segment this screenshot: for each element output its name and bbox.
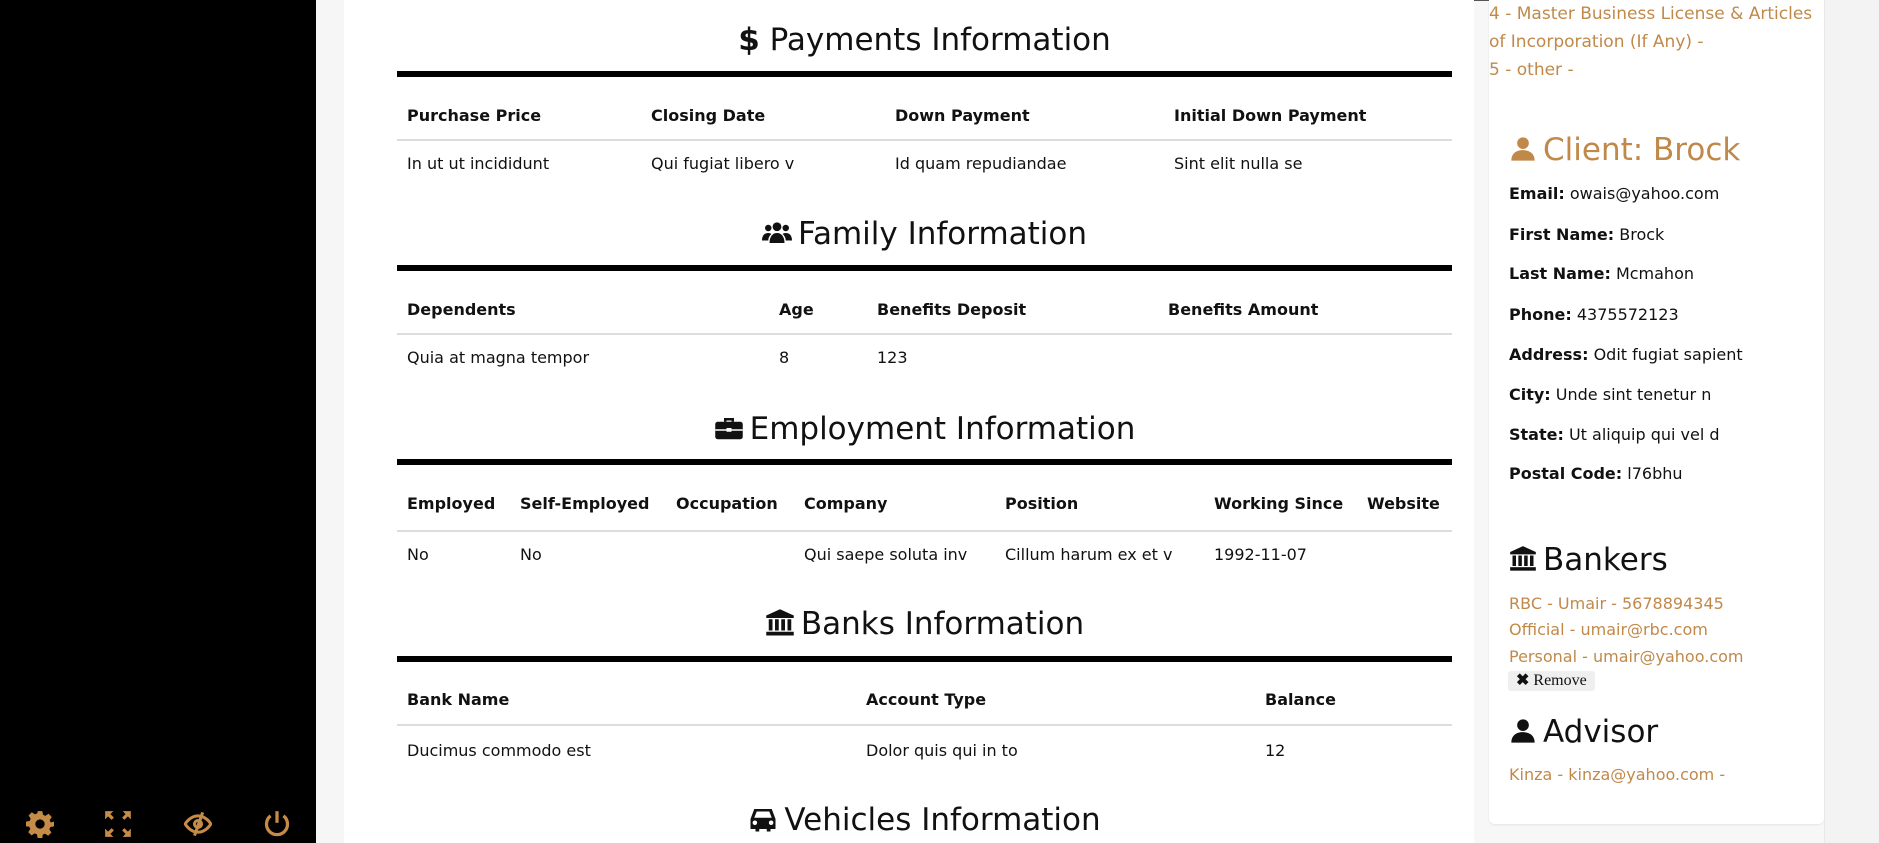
client-heading: Client: Brock: [1509, 130, 1740, 170]
banker-line: RBC - Umair - 5678894345: [1509, 594, 1724, 613]
column-header: Occupation: [676, 494, 778, 513]
users-icon: [761, 216, 798, 252]
advisor-line: Kinza - kinza@yahoo.com -: [1509, 765, 1726, 784]
bank-icon: [765, 606, 801, 642]
column-header: Working Since: [1214, 494, 1344, 513]
document-item[interactable]: 5 - other -: [1489, 60, 1574, 80]
column-header: Self-Employed: [520, 494, 650, 513]
divider: [397, 139, 1452, 141]
table-cell: Cillum harum ex et v: [1005, 545, 1173, 564]
close-icon: ✖: [1516, 672, 1530, 689]
client-last-name: Last Name: Mcmahon: [1509, 264, 1694, 283]
car-icon: [748, 802, 784, 838]
banker-line: Personal - umair@yahoo.com: [1509, 647, 1744, 666]
column-header: Dependents: [407, 300, 516, 319]
gear-icon[interactable]: [26, 810, 54, 838]
page-scrollbar-area: [1824, 0, 1879, 843]
column-header: Position: [1005, 494, 1079, 513]
column-header: Purchase Price: [407, 106, 542, 125]
client-panel: 4 - Master Business License & Articles o…: [1489, 0, 1824, 824]
table-cell: Ducimus commodo est: [407, 741, 591, 760]
user-icon: [1509, 714, 1543, 750]
client-city: City: Unde sint tenetur n: [1509, 385, 1712, 404]
table-cell: Dolor quis qui in to: [866, 741, 1018, 760]
column-header: Benefits Deposit: [877, 300, 1027, 319]
client-first-name: First Name: Brock: [1509, 225, 1665, 244]
payments-heading: $ Payments Information: [738, 22, 1111, 58]
power-icon[interactable]: [263, 810, 291, 838]
table-cell: Qui fugiat libero v: [651, 154, 795, 173]
dollar-icon: $: [738, 22, 760, 58]
divider: [397, 656, 1452, 662]
employment-heading: Employment Information: [397, 409, 1452, 449]
divider: [397, 265, 1452, 271]
main-content: $ Payments Information Purchase Price Cl…: [344, 0, 1474, 843]
bank-icon: [1509, 542, 1543, 578]
eye-slash-icon[interactable]: [183, 810, 213, 838]
divider: [397, 459, 1452, 465]
table-cell: No: [407, 545, 429, 564]
table-cell: Id quam repudiandae: [895, 154, 1067, 173]
banker-line: Official - umair@rbc.com: [1509, 620, 1708, 639]
table-cell: 12: [1265, 741, 1286, 760]
column-header: Company: [804, 494, 888, 513]
client-email: Email: owais@yahoo.com: [1509, 184, 1720, 203]
user-icon: [1509, 132, 1543, 168]
divider: [397, 333, 1452, 335]
expand-icon[interactable]: [104, 810, 132, 838]
column-header: Closing Date: [651, 106, 766, 125]
column-header: Account Type: [866, 690, 987, 709]
banks-heading: Banks Information: [397, 604, 1452, 644]
client-address: Address: Odit fugiat sapient: [1509, 345, 1743, 364]
table-cell: Sint elit nulla se: [1174, 154, 1303, 173]
briefcase-icon: [714, 411, 750, 447]
column-header: Website: [1367, 494, 1440, 513]
column-header: Down Payment: [895, 106, 1030, 125]
gutter: [316, 0, 344, 843]
table-cell: 8: [779, 348, 790, 367]
client-state: State: Ut aliquip qui vel d: [1509, 425, 1720, 444]
column-header: Benefits Amount: [1168, 300, 1319, 319]
client-postal-code: Postal Code: l76bhu: [1509, 464, 1683, 483]
sidebar: [0, 0, 316, 843]
table-cell: 123: [877, 348, 908, 367]
divider: [397, 724, 1452, 726]
table-cell: 1992-11-07: [1214, 545, 1307, 564]
divider: [397, 530, 1452, 532]
table-cell: In ut ut incididunt: [407, 154, 550, 173]
bankers-heading: Bankers: [1509, 540, 1668, 580]
column-header: Initial Down Payment: [1174, 106, 1367, 125]
family-heading: Family Information: [397, 214, 1452, 254]
remove-banker-button[interactable]: ✖ Remove: [1508, 671, 1595, 691]
column-header: Age: [779, 300, 814, 319]
column-header: Bank Name: [407, 690, 510, 709]
table-cell: Qui saepe soluta inv: [804, 545, 968, 564]
divider: [397, 71, 1452, 77]
column-header: Balance: [1265, 690, 1336, 709]
table-cell: Quia at magna tempor: [407, 348, 590, 367]
client-phone: Phone: 4375572123: [1509, 305, 1679, 324]
advisor-heading: Advisor: [1509, 712, 1658, 752]
document-item[interactable]: 4 - Master Business License & Articles o…: [1489, 4, 1813, 52]
vehicles-heading: Vehicles Information: [397, 800, 1452, 840]
column-header: Employed: [407, 494, 496, 513]
table-cell: No: [520, 545, 542, 564]
